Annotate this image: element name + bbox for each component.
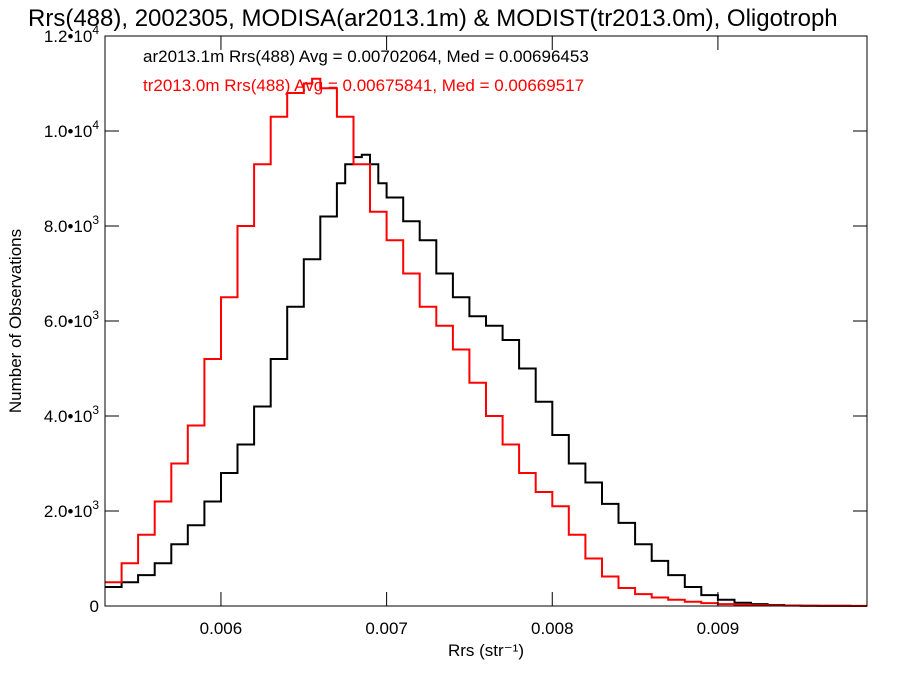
y-tick-mantissa: 8.0•10 [44,217,93,236]
y-tick-label: 1.0•104 [44,118,100,141]
annotation-layer: ar2013.1m Rrs(488) Avg = 0.00702064, Med… [143,47,589,95]
tick-layer: 0.006 0.007 0.008 0.00902.0•1034.0•1036.0•1… [44,23,867,638]
series-line-1 [105,153,867,607]
y-tick-exponent: 3 [92,308,99,322]
series-line-2 [105,77,867,607]
x-tick-label: 0.008 [531,619,574,638]
y-tick-exponent: 3 [92,498,99,512]
stats-annotation-2: tr2013.0m Rrs(488) Avg = 0.00675841, Med… [143,76,584,95]
y-tick-exponent: 3 [92,213,99,227]
y-tick-label: 0 [90,597,99,616]
y-tick-mantissa: 1.2•10 [44,27,93,46]
x-axis-title: Rrs (str⁻¹) [448,641,524,660]
y-tick-exponent: 3 [92,403,99,417]
y-tick-mantissa: 1.0•10 [44,122,93,141]
chart-title: Rrs(488), 2002305, MODISA(ar2013.1m) & M… [28,5,838,32]
series-layer [105,77,867,607]
x-tick-label: 0.006 [200,619,243,638]
stats-annotation-1: ar2013.1m Rrs(488) Avg = 0.00702064, Med… [143,47,589,66]
x-tick-label: 0.007 [365,619,408,638]
y-tick-label: 2.0•103 [44,498,100,521]
y-tick-label: 6.0•103 [44,308,100,331]
y-tick-label: 4.0•103 [44,403,100,426]
y-tick-mantissa: 0 [90,597,99,616]
y-tick-mantissa: 2.0•10 [44,502,93,521]
y-tick-label: 8.0•103 [44,213,100,236]
y-tick-mantissa: 6.0•10 [44,312,93,331]
x-tick-label: 0.009 [697,619,740,638]
y-tick-label: 1.2•104 [44,23,100,46]
y-axis-title: Number of Observations [6,229,25,413]
y-tick-exponent: 4 [92,23,99,37]
y-tick-exponent: 4 [92,118,99,132]
y-tick-mantissa: 4.0•10 [44,407,93,426]
